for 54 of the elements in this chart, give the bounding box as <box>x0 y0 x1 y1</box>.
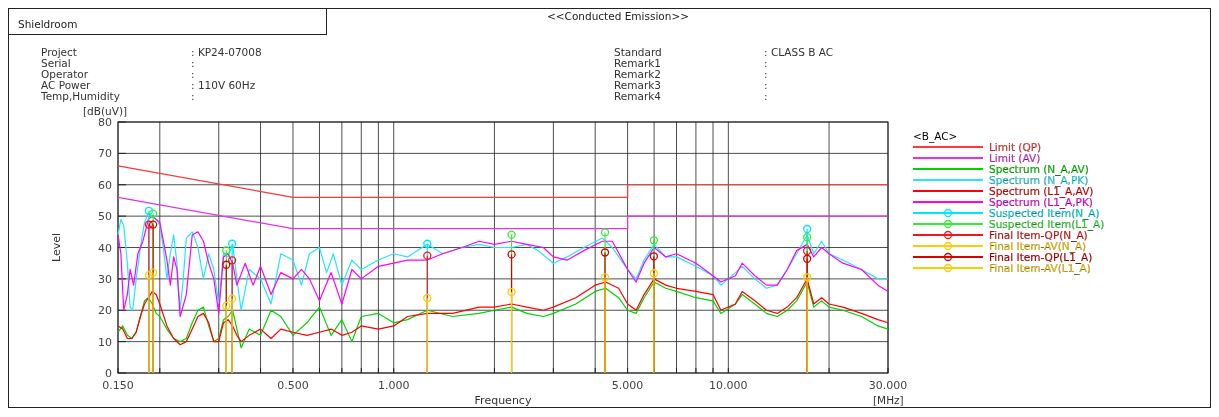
text: Remark4 <box>614 90 662 102</box>
x-tick-label: 0.500 <box>277 379 309 392</box>
text: Remark1 <box>614 57 662 69</box>
chart-title: <<Conducted Emission>> <box>547 10 689 22</box>
text: Temp,Humidity <box>40 90 120 102</box>
text: Standard <box>614 46 662 58</box>
legend-title: <B_AC> <box>913 130 958 143</box>
text: : KP24-07008 <box>191 46 262 58</box>
text: Operator <box>41 68 89 80</box>
y-tick-label: 40 <box>98 241 112 255</box>
x-tick-label: 10.000 <box>709 379 748 392</box>
text: Final Item-QP(L1_A) <box>989 251 1093 264</box>
text: : <box>764 90 768 102</box>
text: Remark3 <box>614 79 662 91</box>
y-tick-label: 70 <box>98 147 112 161</box>
text: : <box>764 57 768 69</box>
text: : <box>191 68 195 80</box>
text: Final Item-AV(N_A) <box>989 240 1087 253</box>
text: : 110V 60Hz <box>191 79 256 91</box>
text: AC Power <box>41 79 92 91</box>
x-tick-label: 30.000 <box>868 379 908 392</box>
x-tick-label: 1.000 <box>377 379 410 392</box>
text: : <box>764 79 768 91</box>
x-axis-title: Frequency <box>474 394 532 407</box>
y-tick-label: 10 <box>98 335 112 349</box>
y-tick-label: 50 <box>98 210 112 224</box>
y-tick-label: 30 <box>98 272 112 286</box>
y-tick-label: 0 <box>105 367 112 380</box>
y-tick-label: 60 <box>98 178 112 192</box>
text: [dB(uV)] <box>83 105 128 117</box>
text: Shieldroom <box>18 18 78 30</box>
text: Serial <box>41 57 71 69</box>
y-tick-label: 80 <box>98 116 112 129</box>
text: Final Item-AV(L1_A) <box>989 262 1091 275</box>
text: Project <box>41 46 77 58</box>
text: Suspected Item(N_A) <box>989 207 1100 220</box>
text: Final Item-QP(N_A) <box>989 229 1088 242</box>
text: Limit (QP) <box>989 141 1042 153</box>
x-tick-label: 0.150 <box>102 379 134 392</box>
text: : <box>191 57 195 69</box>
y-axis-title: Level <box>50 232 63 263</box>
text: : <box>764 68 768 80</box>
y-tick-label: 20 <box>98 304 112 318</box>
text: Spectrum (N_A,AV) <box>989 163 1089 176</box>
text: Spectrum (L1_A,PK) <box>989 196 1093 209</box>
text: Spectrum (L1_A,AV) <box>989 185 1094 198</box>
text: Limit (AV) <box>989 152 1041 164</box>
text: Remark2 <box>614 68 662 80</box>
text: Spectrum (N_A,PK) <box>989 174 1089 187</box>
text: : <box>191 90 195 102</box>
text: : CLASS B AC <box>764 46 834 58</box>
text: Suspected Item(L1_A) <box>989 218 1105 231</box>
x-tick-label: 5.000 <box>611 379 644 392</box>
text: [MHz] <box>873 394 904 406</box>
